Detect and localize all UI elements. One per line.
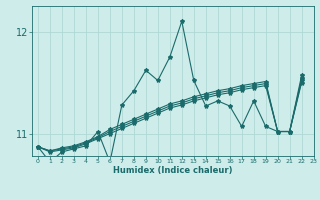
X-axis label: Humidex (Indice chaleur): Humidex (Indice chaleur)	[113, 166, 233, 175]
